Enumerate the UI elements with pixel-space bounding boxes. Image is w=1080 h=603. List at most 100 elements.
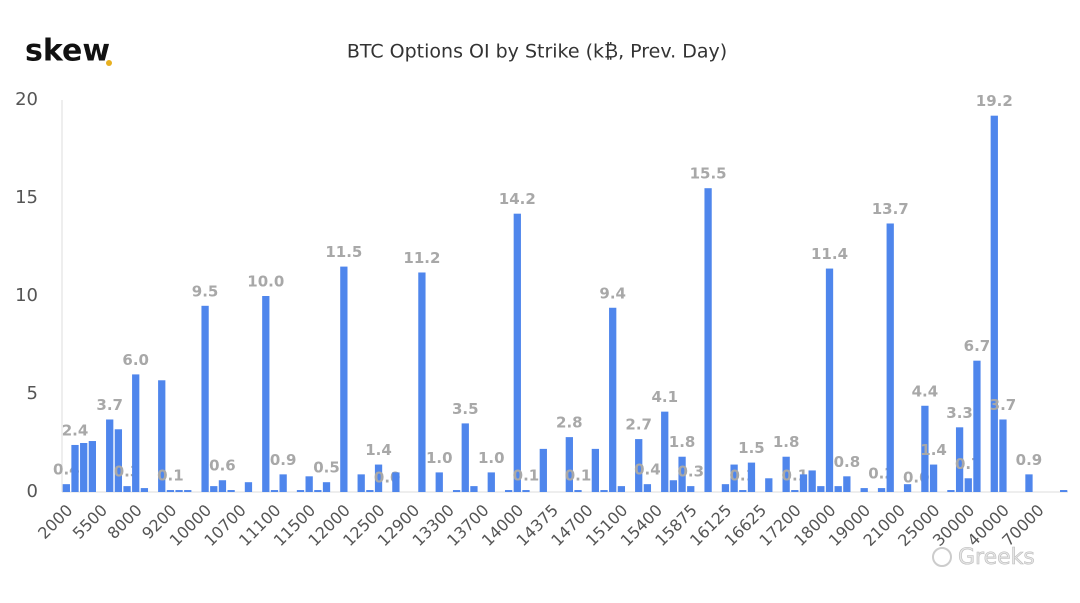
data-label: 1.4 bbox=[920, 441, 947, 459]
bar bbox=[565, 437, 573, 492]
bar bbox=[643, 484, 652, 492]
bar bbox=[808, 470, 816, 492]
bar bbox=[929, 464, 938, 492]
bar bbox=[609, 307, 617, 492]
y-tick-label: 0 bbox=[27, 481, 38, 502]
bar bbox=[747, 462, 756, 492]
bar bbox=[765, 478, 773, 492]
bar bbox=[487, 472, 495, 492]
bar bbox=[262, 296, 270, 492]
bar bbox=[843, 476, 851, 492]
data-label: 0.8 bbox=[834, 453, 861, 471]
bar bbox=[522, 490, 530, 492]
bar bbox=[461, 423, 469, 492]
bar bbox=[678, 456, 686, 492]
bar bbox=[114, 429, 123, 492]
bar bbox=[305, 476, 313, 492]
bar bbox=[140, 488, 149, 492]
bar bbox=[886, 223, 894, 493]
bar bbox=[600, 490, 608, 492]
chart-title: BTC Options OI by Strike (k₿, Prev. Day) bbox=[347, 41, 727, 63]
logo: skew bbox=[25, 34, 110, 69]
data-label: 9.5 bbox=[192, 282, 219, 300]
logo-dot bbox=[106, 60, 112, 66]
bar bbox=[825, 268, 834, 492]
bar bbox=[80, 443, 88, 492]
data-label: 9.4 bbox=[599, 284, 626, 302]
bar bbox=[739, 490, 747, 492]
bar bbox=[799, 474, 808, 492]
y-tick-label: 5 bbox=[27, 383, 38, 404]
bar bbox=[123, 486, 131, 492]
bar bbox=[62, 484, 70, 492]
bar bbox=[1025, 474, 1033, 492]
data-label: 11.2 bbox=[403, 249, 440, 267]
bar bbox=[357, 474, 365, 492]
bar bbox=[106, 419, 114, 492]
bar bbox=[452, 490, 461, 492]
data-label: 14.2 bbox=[499, 190, 536, 208]
bar bbox=[921, 405, 929, 492]
bar bbox=[270, 490, 279, 492]
bar bbox=[704, 188, 712, 492]
bar bbox=[227, 490, 235, 492]
data-label: 0.5 bbox=[313, 459, 340, 477]
bar bbox=[955, 427, 964, 492]
bar bbox=[687, 486, 695, 492]
bar bbox=[513, 213, 521, 492]
data-label: 1.4 bbox=[365, 441, 392, 459]
data-label: 3.7 bbox=[990, 396, 1017, 414]
bar bbox=[635, 439, 643, 492]
data-label: 1.5 bbox=[738, 439, 765, 457]
data-label: 0.9 bbox=[1016, 451, 1043, 469]
bar bbox=[964, 478, 972, 492]
bar bbox=[617, 486, 626, 492]
bar bbox=[860, 488, 868, 492]
bar bbox=[210, 486, 218, 492]
data-label: 19.2 bbox=[976, 92, 1013, 110]
data-label: 10.0 bbox=[247, 273, 284, 291]
bar bbox=[903, 484, 912, 492]
data-label: 1.8 bbox=[669, 433, 696, 451]
data-label: 2.7 bbox=[625, 416, 652, 434]
bar bbox=[392, 472, 400, 492]
bar bbox=[279, 474, 287, 492]
data-label: 13.7 bbox=[872, 200, 909, 218]
bar bbox=[791, 490, 799, 492]
bar bbox=[132, 374, 140, 492]
bar bbox=[314, 490, 322, 492]
bar bbox=[591, 448, 599, 492]
bar bbox=[574, 490, 582, 492]
bar bbox=[88, 441, 96, 492]
bar bbox=[947, 490, 955, 492]
bar bbox=[1060, 490, 1068, 492]
bar bbox=[71, 444, 79, 492]
bar bbox=[418, 272, 426, 492]
bar bbox=[218, 480, 227, 492]
data-label: 0.4 bbox=[634, 461, 661, 479]
bar bbox=[999, 419, 1007, 492]
data-label: 11.4 bbox=[811, 245, 848, 263]
data-label: 0.1 bbox=[157, 467, 184, 485]
bar bbox=[158, 380, 166, 492]
data-label: 2.4 bbox=[62, 421, 89, 439]
y-tick-label: 20 bbox=[15, 89, 38, 110]
data-label: 3.5 bbox=[452, 400, 479, 418]
data-label: 1.0 bbox=[426, 449, 453, 467]
bar bbox=[661, 411, 669, 492]
data-label: 4.1 bbox=[651, 388, 678, 406]
bar bbox=[470, 486, 478, 492]
bar bbox=[782, 456, 790, 492]
data-label: 2.8 bbox=[556, 414, 583, 432]
data-label: 4.4 bbox=[912, 382, 939, 400]
watermark: Greeks bbox=[958, 545, 1035, 570]
bar bbox=[730, 464, 738, 492]
data-label: 15.5 bbox=[690, 165, 727, 183]
bar bbox=[322, 482, 331, 492]
bar bbox=[296, 490, 305, 492]
bar bbox=[340, 266, 348, 492]
bar bbox=[435, 472, 443, 492]
data-label: 0.6 bbox=[209, 457, 236, 475]
